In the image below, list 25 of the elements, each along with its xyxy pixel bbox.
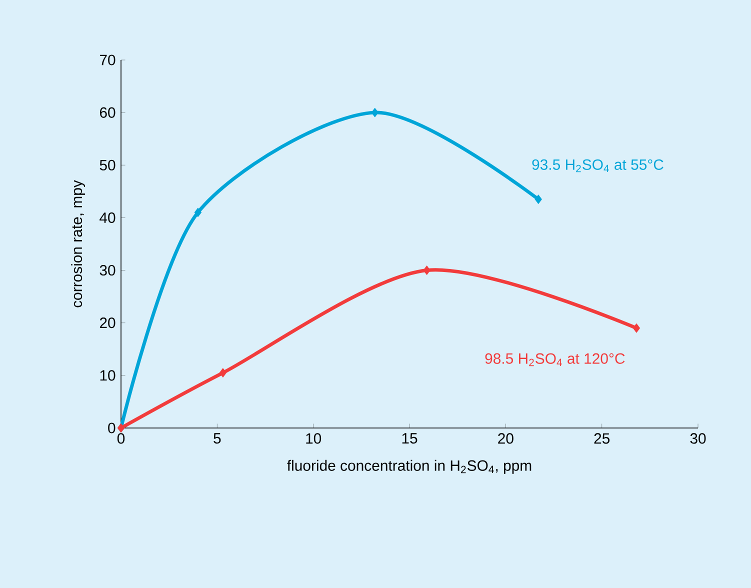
series-label: 98.5 H$_{2}$SO$_{4}$ at 120°C: [485, 353, 625, 366]
x-tick-label: 5: [214, 433, 221, 444]
y-tick-label: 50: [100, 160, 116, 170]
series-label: 93.5 H$_{2}$SO$_{4}$ at 55°C: [532, 159, 664, 172]
x-tick-label: 25: [594, 433, 610, 444]
point: [423, 266, 430, 276]
point: [632, 323, 640, 333]
x-tick-label: 0: [117, 433, 125, 444]
x-tick-label: 15: [402, 433, 418, 444]
x-axis-title: fluoride concentration in H$_{2}$SO$_{4}$, ppm: [287, 460, 532, 474]
x-tick-label: 20: [498, 433, 514, 444]
y-tick-label: 30: [100, 264, 116, 276]
y-tick-label: 40: [100, 212, 116, 223]
y-axis-title: corrosion rate, mpy: [71, 180, 86, 308]
y-tick-label: 20: [100, 318, 116, 328]
y-tick-label: 60: [100, 107, 116, 118]
y-tick-label: 70: [100, 54, 116, 66]
point: [219, 368, 227, 378]
x-tick-label: 10: [306, 433, 322, 444]
x-tick-label: 30: [690, 433, 706, 444]
point: [534, 194, 542, 204]
y-tick-label: 0: [108, 422, 116, 434]
point: [371, 108, 378, 118]
point: [194, 208, 202, 218]
y-tick-label: 10: [100, 370, 116, 381]
